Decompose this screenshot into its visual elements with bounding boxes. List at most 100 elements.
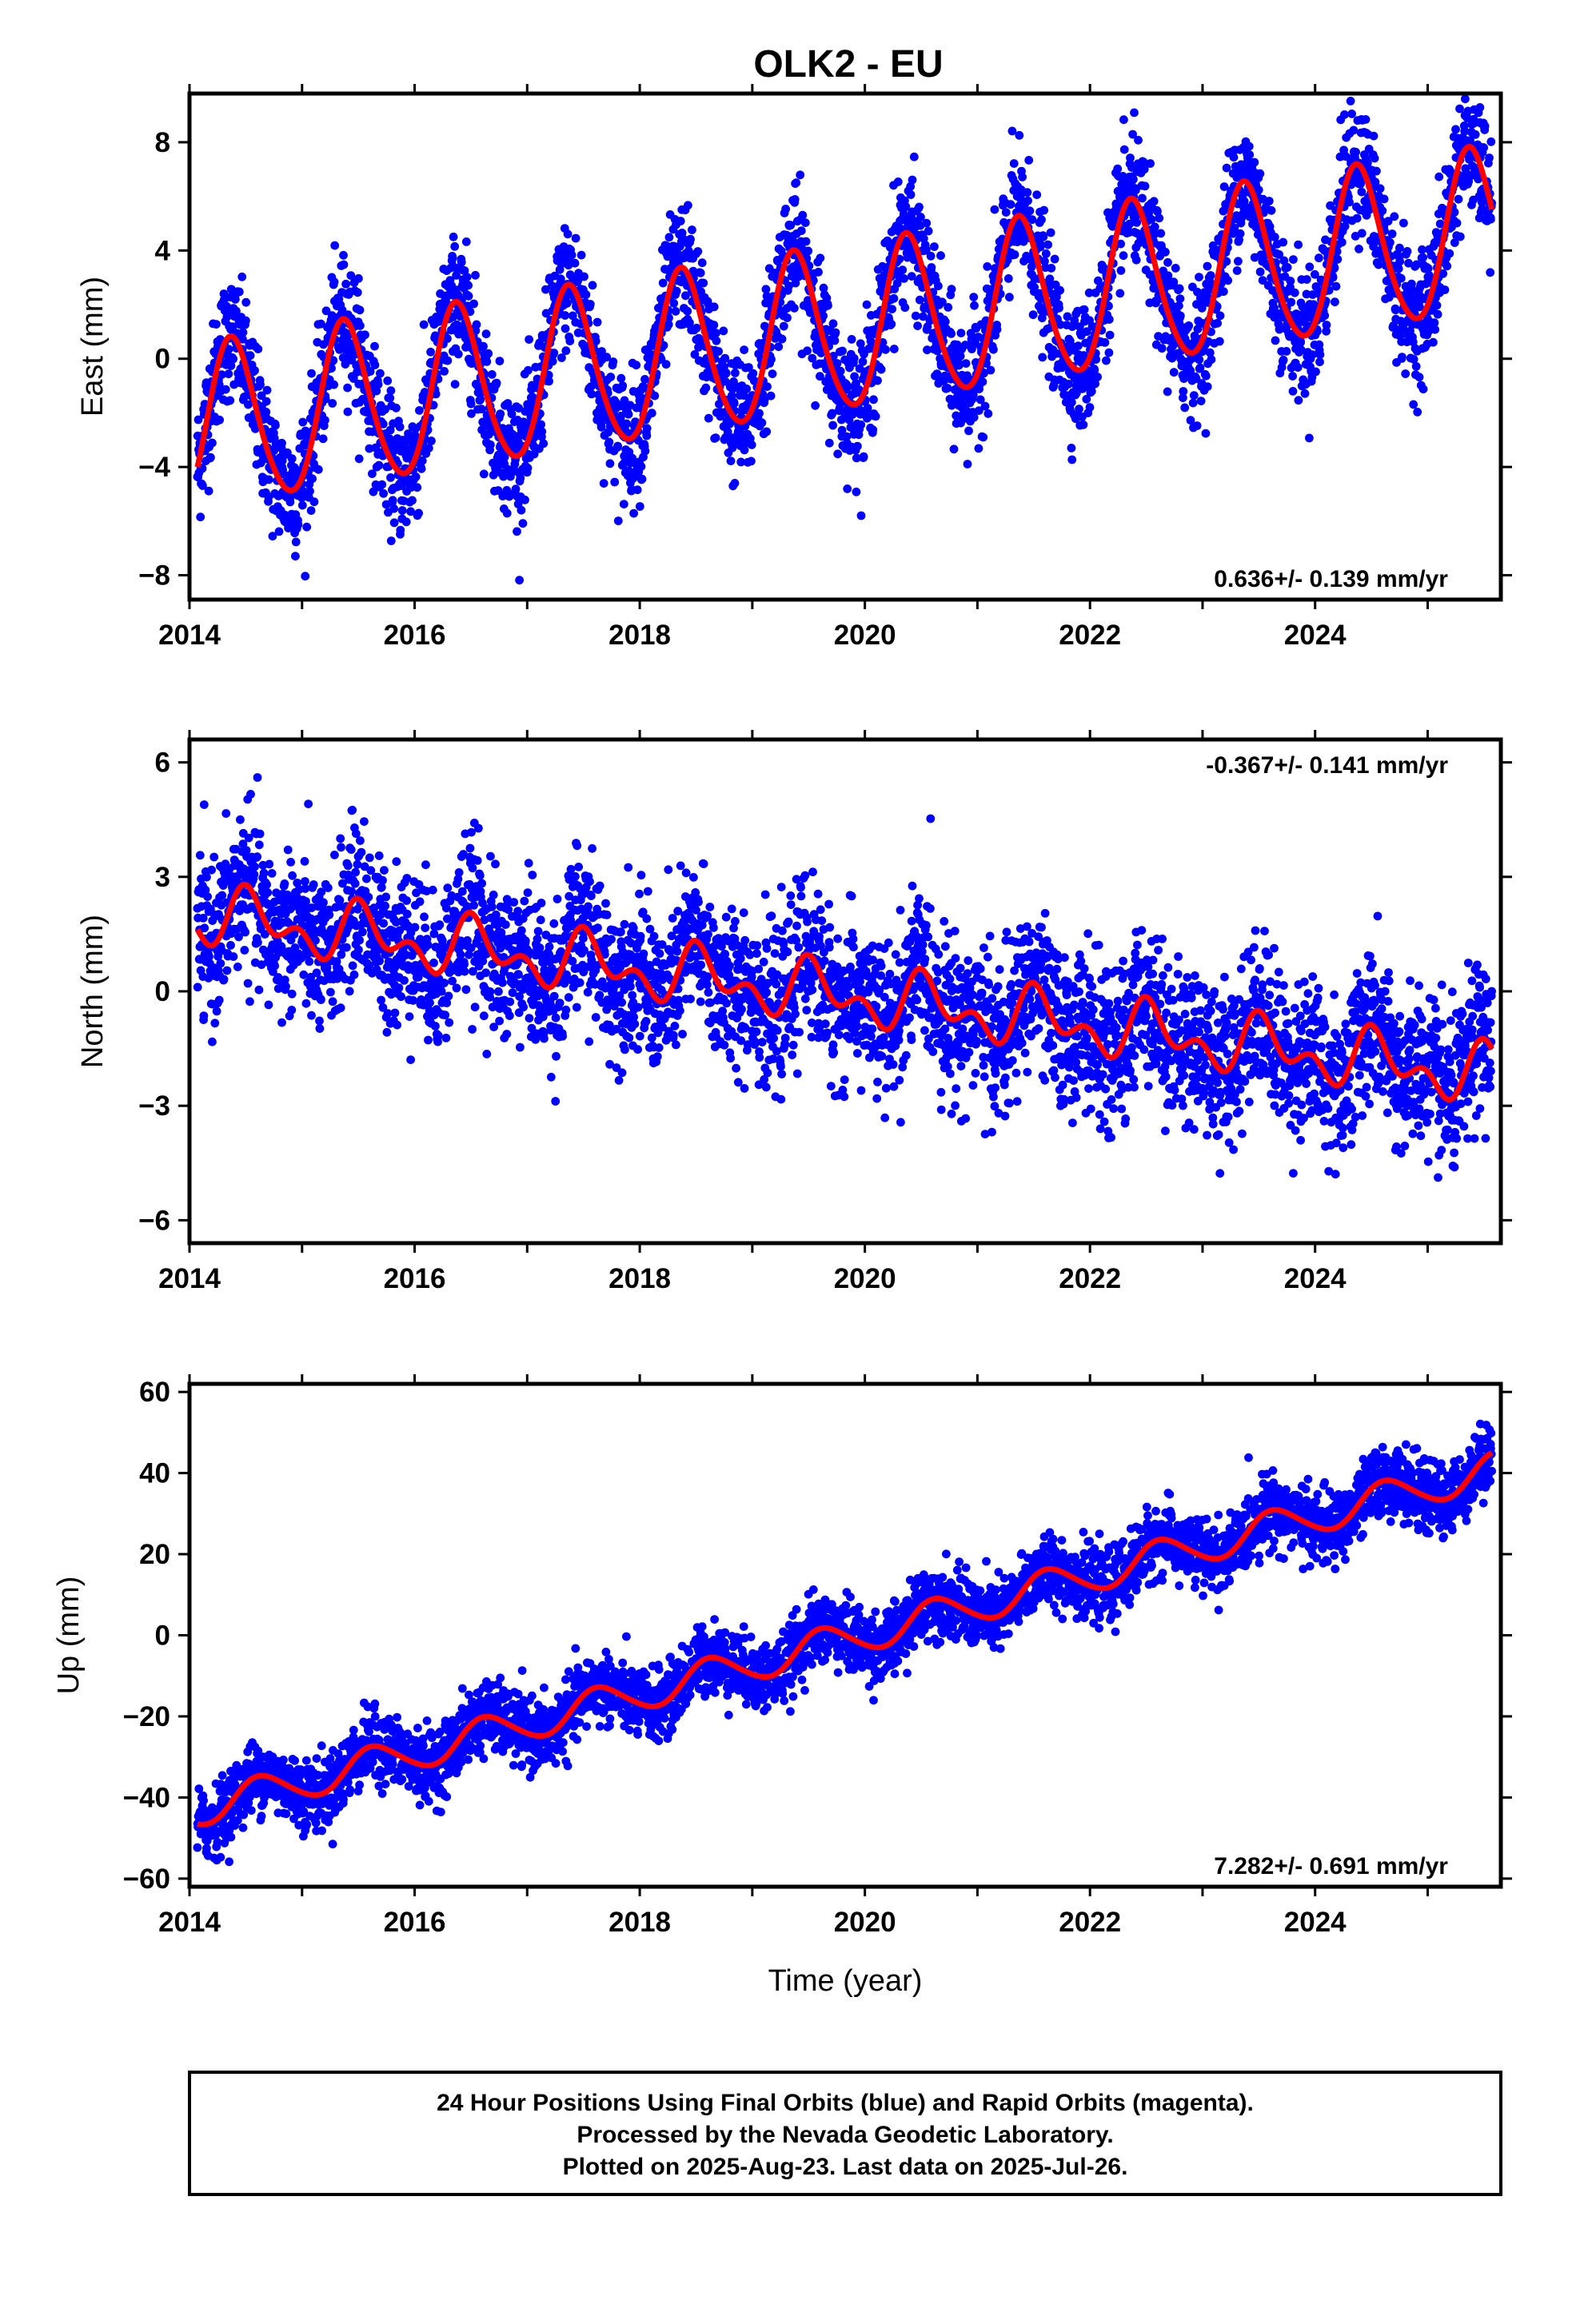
data-point (426, 348, 435, 357)
data-point (1398, 353, 1406, 361)
data-point (1102, 357, 1111, 365)
data-point (215, 996, 224, 1005)
data-point (618, 381, 627, 390)
data-point (486, 440, 495, 449)
data-point (1370, 132, 1379, 141)
data-point (778, 335, 787, 344)
data-point (693, 247, 702, 256)
data-point (1047, 229, 1055, 237)
data-point (1105, 315, 1114, 324)
data-point (709, 321, 718, 329)
data-point (860, 452, 868, 461)
data-point (539, 439, 548, 448)
data-point (1308, 350, 1317, 359)
data-point (354, 274, 363, 283)
data-point (1180, 404, 1189, 413)
data-point (984, 409, 992, 418)
data-point (255, 840, 264, 849)
scatter-points (194, 773, 1497, 1182)
data-point (1024, 156, 1033, 165)
data-point (1289, 387, 1298, 396)
data-point (348, 806, 357, 815)
data-point (1155, 213, 1163, 222)
data-point (803, 346, 812, 355)
data-point (683, 307, 692, 316)
data-point (692, 324, 701, 333)
data-point (344, 408, 353, 417)
data-point (265, 476, 273, 484)
data-point (208, 439, 217, 448)
data-point (1486, 138, 1495, 146)
data-point (944, 303, 952, 312)
data-point (330, 851, 339, 859)
data-point (710, 302, 719, 311)
data-point (319, 434, 328, 443)
data-point (962, 359, 971, 368)
data-point (244, 979, 253, 988)
data-point (1470, 83, 1479, 92)
data-point (1223, 276, 1232, 285)
data-point (1119, 251, 1128, 260)
data-point (1279, 356, 1288, 365)
data-point (1289, 255, 1298, 264)
data-point (1481, 122, 1490, 130)
data-point (350, 971, 359, 979)
data-point (1106, 331, 1115, 340)
data-point (1347, 97, 1355, 106)
data-point (684, 201, 692, 209)
data-point (1283, 263, 1292, 272)
data-point (774, 342, 783, 351)
data-point (1245, 142, 1254, 151)
data-point (863, 301, 872, 309)
data-point (411, 923, 420, 932)
data-point (740, 446, 749, 455)
data-point (1419, 385, 1428, 393)
data-point (633, 485, 642, 494)
data-point (265, 860, 273, 869)
data-point (484, 349, 493, 358)
data-point (194, 983, 202, 991)
data-point (414, 973, 423, 982)
data-point (1026, 206, 1035, 215)
data-point (1141, 181, 1150, 190)
data-point (524, 464, 533, 472)
data-point (516, 474, 525, 483)
data-point (797, 226, 806, 235)
data-point (210, 1018, 219, 1027)
data-point (262, 397, 271, 406)
data-point (859, 357, 868, 366)
data-point (848, 335, 856, 344)
data-point (406, 1055, 415, 1064)
data-point (524, 366, 533, 375)
data-point (1219, 287, 1228, 296)
data-point (249, 870, 258, 879)
data-point (838, 347, 847, 356)
data-point (400, 976, 409, 985)
data-point (440, 367, 449, 376)
data-point (203, 892, 212, 901)
data-point (277, 1018, 286, 1027)
data-point (632, 361, 640, 369)
data-point (888, 305, 896, 313)
data-point (638, 475, 647, 484)
data-point (250, 863, 259, 871)
data-point (443, 357, 452, 365)
data-point (922, 219, 931, 228)
data-point (1132, 256, 1141, 265)
data-point (345, 987, 354, 996)
data-point (1455, 105, 1464, 114)
data-point (783, 313, 792, 322)
data-point (375, 957, 384, 966)
data-point (1184, 321, 1193, 330)
data-point (1394, 265, 1403, 273)
data-point (503, 509, 512, 518)
data-point (421, 860, 430, 869)
data-point (217, 891, 226, 900)
data-point (1126, 153, 1135, 162)
data-point (512, 484, 521, 493)
data-point (1430, 325, 1439, 334)
data-point (307, 369, 316, 378)
data-point (326, 988, 335, 997)
